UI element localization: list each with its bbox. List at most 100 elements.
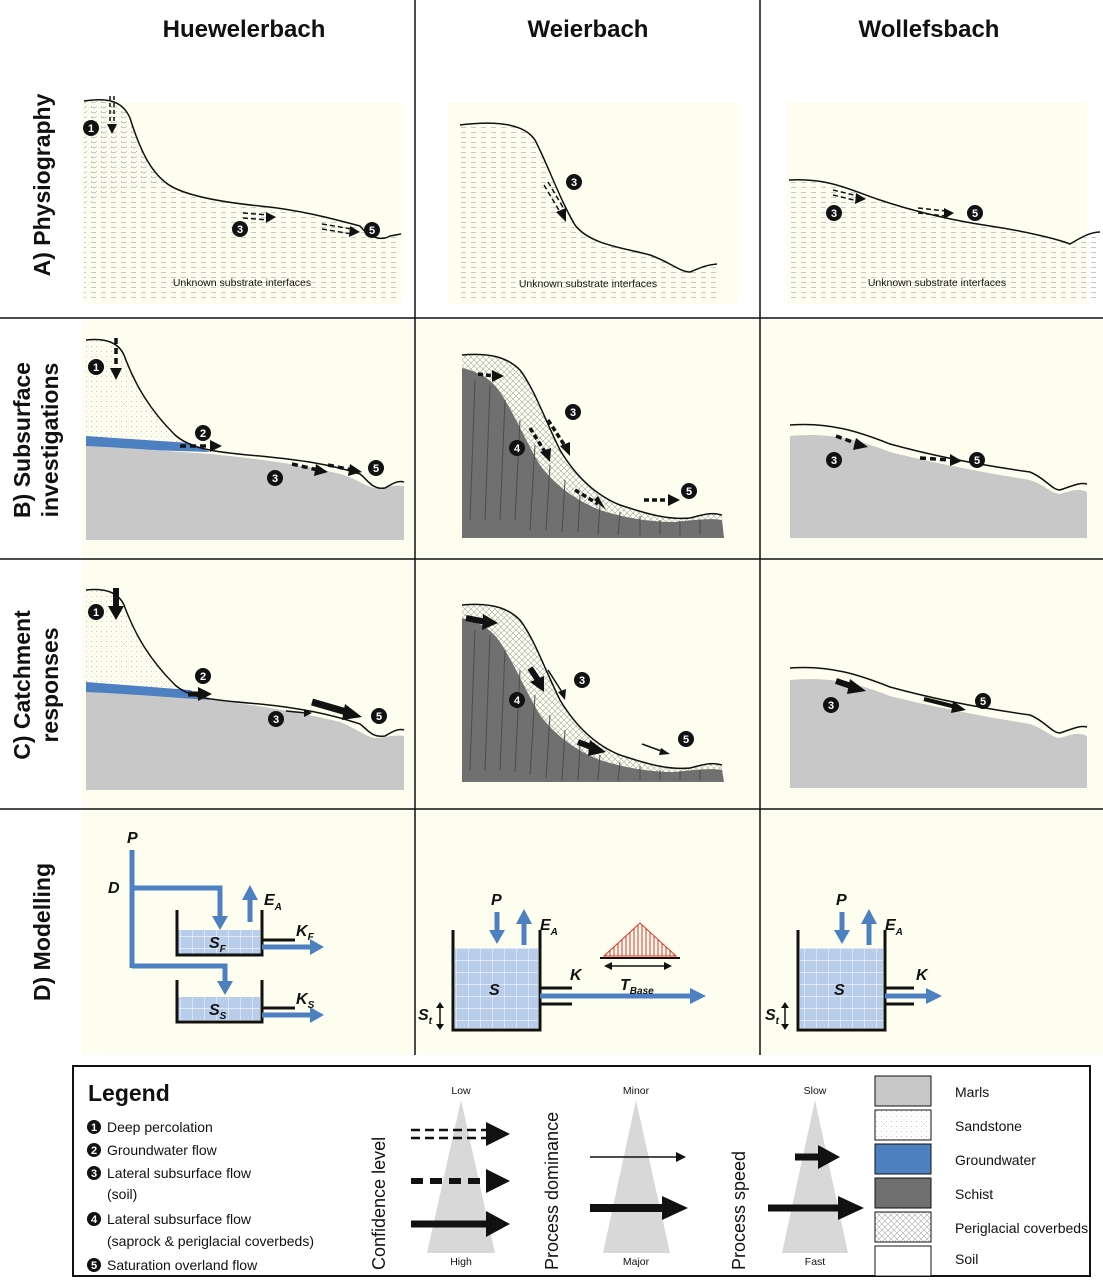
arrowhead xyxy=(951,701,966,713)
row-title-subsurface: B) Subsurface investigations xyxy=(9,362,63,518)
unknown-interfaces-label: Unknown substrate interfaces xyxy=(868,277,1006,289)
arrow-lateral-flow xyxy=(546,419,567,447)
swatch-marls xyxy=(874,1075,932,1107)
legend-process-5: Saturation overland flow xyxy=(107,1257,258,1273)
process-marker: 3 xyxy=(574,672,590,688)
process-marker: 3 xyxy=(232,221,248,237)
grid-lines xyxy=(0,0,1103,1055)
marker-number: 5 xyxy=(972,208,978,220)
arrowhead xyxy=(436,1002,444,1030)
marker-number: 3 xyxy=(273,714,279,726)
arrowhead xyxy=(492,370,504,382)
confidence-bottom: High xyxy=(450,1256,472,1268)
panel-b-wollefsbach xyxy=(789,423,1088,538)
process-marker: 3 xyxy=(826,205,842,221)
var-ea: EA xyxy=(885,917,903,938)
terrain-line xyxy=(83,98,402,240)
process-marker: 3 xyxy=(826,452,842,468)
marker-number: 1 xyxy=(93,607,99,619)
arrow-lateral-flow xyxy=(543,181,565,213)
arrowhead xyxy=(855,193,866,204)
arrowhead xyxy=(486,1211,510,1237)
process-marker: 5 xyxy=(371,708,387,724)
legend-speed: Process speed Slow Fast xyxy=(729,1085,864,1270)
var-ks: KS xyxy=(296,991,315,1011)
var-tbase: TBase xyxy=(620,977,654,997)
process-marker: 3 xyxy=(566,174,582,190)
legend-dominance: Process dominance Minor Major xyxy=(542,1085,688,1270)
arrowhead xyxy=(198,687,212,701)
model-huewelerbach: P D EA SF KF SS KS xyxy=(108,830,324,1024)
arrowhead xyxy=(310,939,324,955)
arrow-lateral-flow xyxy=(832,189,859,202)
process-marker: 5 xyxy=(969,452,985,468)
reservoir xyxy=(800,948,883,1028)
arrowhead xyxy=(212,916,228,930)
arrowhead xyxy=(110,368,122,380)
dominance-bottom: Major xyxy=(623,1256,650,1268)
arrowhead xyxy=(690,988,706,1004)
schist-fill xyxy=(462,368,724,538)
arrowhead xyxy=(242,885,258,900)
marl-fill xyxy=(790,434,1087,538)
legend-process-1: Deep percolation xyxy=(107,1119,213,1135)
marker-number: 3 xyxy=(831,455,837,467)
arrow-lateral-flow xyxy=(547,669,563,693)
marker-number: 1 xyxy=(88,123,94,135)
legend-materials: Marls Sandstone Groundwater Schist Perig… xyxy=(874,1075,1088,1277)
swatch-schist xyxy=(874,1177,932,1209)
arrowhead xyxy=(662,1196,688,1220)
marker-number: 3 xyxy=(828,700,834,712)
var-p: P xyxy=(836,892,847,909)
row-title-catchment-line2: responses xyxy=(37,627,63,742)
legend-process-3-sub: (soil) xyxy=(107,1186,137,1202)
var-p: P xyxy=(127,830,138,847)
arrow-lateral-flow xyxy=(835,434,859,446)
marker-number: 5 xyxy=(686,486,692,498)
sandstone-fill xyxy=(86,339,210,452)
marker-number: 1 xyxy=(93,362,99,374)
process-marker: 3 xyxy=(268,711,284,727)
arrow-lateral-flow xyxy=(528,427,547,453)
marl-fill xyxy=(86,692,404,790)
panel-a-huewelerbach: Unknown substrate interfaces xyxy=(83,96,402,303)
substrate-fill xyxy=(460,123,717,302)
unknown-interfaces-label: Unknown substrate interfaces xyxy=(173,277,311,289)
marker-number: 3 xyxy=(579,675,585,687)
process-marker: 3 xyxy=(823,697,839,713)
var-kf: KF xyxy=(296,923,315,943)
arrowhead xyxy=(349,226,360,237)
terrain-line xyxy=(789,423,1088,491)
confidence-wedge xyxy=(427,1100,495,1253)
process-marker: 5 xyxy=(368,460,384,476)
arrow-overland-flow xyxy=(919,456,951,462)
arrowhead xyxy=(847,679,866,694)
process-marker: 3 xyxy=(565,404,581,420)
arrowhead xyxy=(853,438,868,450)
row-title-modelling: D) Modelling xyxy=(29,863,55,1001)
arrowhead xyxy=(304,709,312,717)
panel-c-weierbach xyxy=(461,603,724,782)
legend-arrow-low xyxy=(411,1128,486,1140)
arrowhead xyxy=(659,748,670,755)
marker-number: 3 xyxy=(831,208,837,220)
arrowhead xyxy=(861,909,877,924)
marker-number: 5 xyxy=(974,455,980,467)
terrain-line xyxy=(459,122,718,273)
dominance-label: Process dominance xyxy=(542,1112,562,1270)
col-title-weierbach: Weierbach xyxy=(528,16,649,43)
marl-fill xyxy=(86,446,404,540)
arrowhead xyxy=(217,981,233,995)
legend-title: Legend xyxy=(88,1080,170,1106)
process-marker: 1 xyxy=(88,359,104,375)
material-coverbeds: Periglacial coverbeds xyxy=(955,1220,1088,1236)
arrowhead xyxy=(560,442,570,456)
arrowhead xyxy=(540,448,551,462)
material-schist: Schist xyxy=(955,1186,993,1202)
arrow-overland-flow xyxy=(917,207,947,217)
legend-num: 1 xyxy=(91,1122,97,1134)
panel-c-huewelerbach xyxy=(85,588,405,790)
var-k: K xyxy=(570,967,583,984)
marker-number: 3 xyxy=(571,177,577,189)
